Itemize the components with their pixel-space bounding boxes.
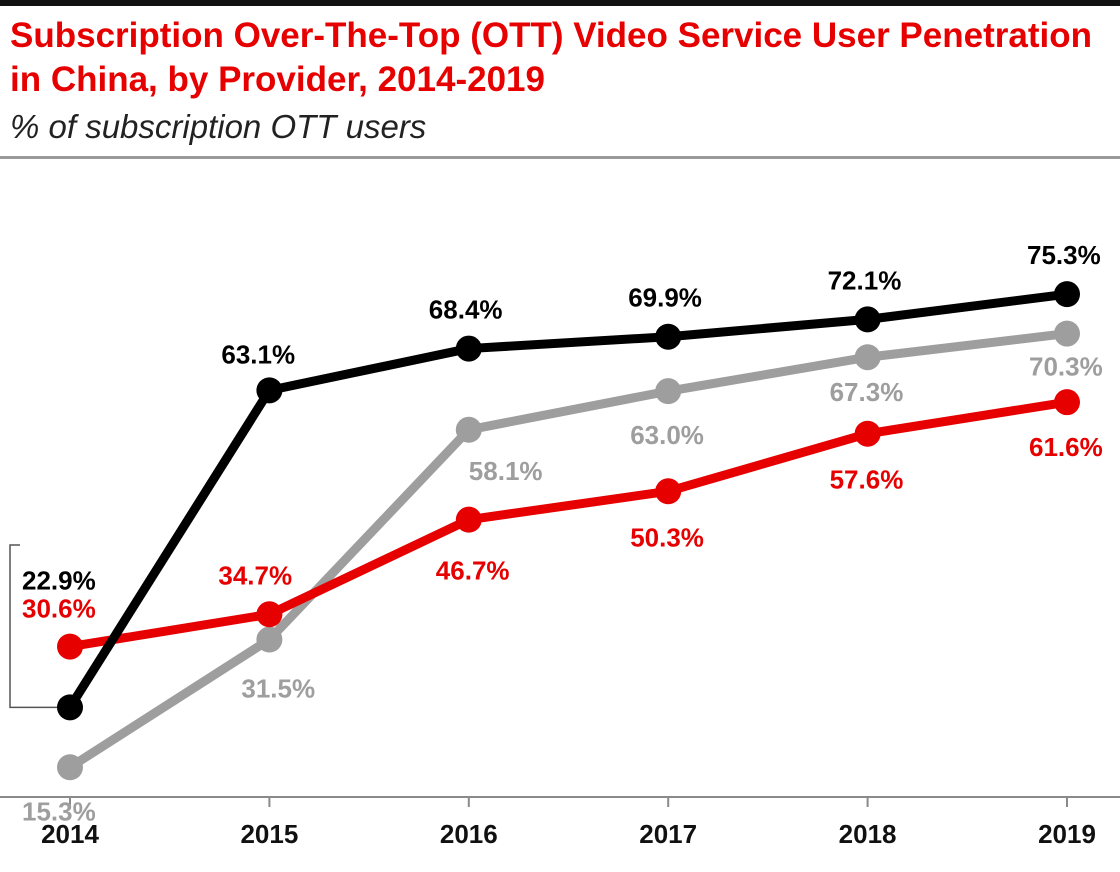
data-point: [57, 754, 83, 781]
data-label: 50.3%: [630, 522, 704, 552]
x-axis: [0, 796, 1120, 807]
x-tick-label: 2019: [1038, 819, 1096, 849]
data-point: [455, 335, 482, 362]
data-point: [455, 506, 482, 533]
data-point: [256, 601, 283, 628]
data-point: [655, 323, 682, 350]
series-line: [65, 329, 1072, 772]
chart-title: Subscription Over-The-Top (OTT) Video Se…: [10, 16, 1092, 99]
label-bracket-line: [9, 544, 70, 709]
x-tick-label: 2018: [839, 819, 897, 849]
data-point: [655, 478, 682, 505]
data-label: 22.9%: [22, 565, 96, 595]
x-tick-label: 2015: [240, 819, 298, 849]
data-point: [57, 694, 83, 721]
data-point: [455, 416, 482, 443]
data-point: [1054, 281, 1080, 308]
x-tick-label: 2016: [440, 819, 498, 849]
x-tick-label: 2017: [639, 819, 697, 849]
data-label: 46.7%: [436, 556, 510, 586]
data-point: [57, 633, 83, 660]
data-point: [256, 377, 283, 404]
series-line: [65, 289, 1072, 712]
x-tick-label: 2014: [41, 819, 99, 849]
data-label: 69.9%: [628, 283, 702, 313]
data-point: [256, 626, 283, 653]
data-point: [655, 378, 682, 405]
data-point: [854, 420, 881, 447]
data-label: 63.0%: [630, 420, 704, 450]
data-point: [1054, 320, 1080, 347]
data-labels: 22.9% 63.1% 68.4% 69.9% 72.1% 75.3% 15.3% 31.5%…: [22, 240, 1103, 826]
series-line: [65, 397, 1072, 652]
data-label: 58.1%: [469, 456, 543, 486]
header-divider: [0, 156, 1120, 159]
data-label: 31.5%: [241, 674, 315, 704]
series-group: [57, 281, 1080, 781]
data-point: [854, 344, 881, 371]
data-label: 61.6%: [1029, 432, 1103, 462]
data-label: 34.7%: [218, 560, 292, 590]
data-label: 72.1%: [828, 265, 902, 295]
data-label: 68.4%: [429, 295, 503, 325]
data-label: 75.3%: [1027, 240, 1101, 270]
data-point: [854, 306, 881, 333]
label-bracket: [9, 544, 70, 709]
x-tick-labels: 2014 2015 2016 2017 2018 2019: [41, 819, 1096, 849]
data-label: 30.6%: [22, 594, 96, 624]
data-label: 63.1%: [221, 339, 295, 369]
data-point: [1054, 389, 1080, 416]
top-border: [0, 0, 1120, 6]
chart-subtitle: % of subscription OTT users: [10, 108, 427, 145]
data-label: 67.3%: [830, 377, 904, 407]
data-label: 70.3%: [1029, 352, 1103, 382]
data-label: 15.3%: [22, 796, 96, 826]
data-label: 57.6%: [830, 465, 904, 495]
